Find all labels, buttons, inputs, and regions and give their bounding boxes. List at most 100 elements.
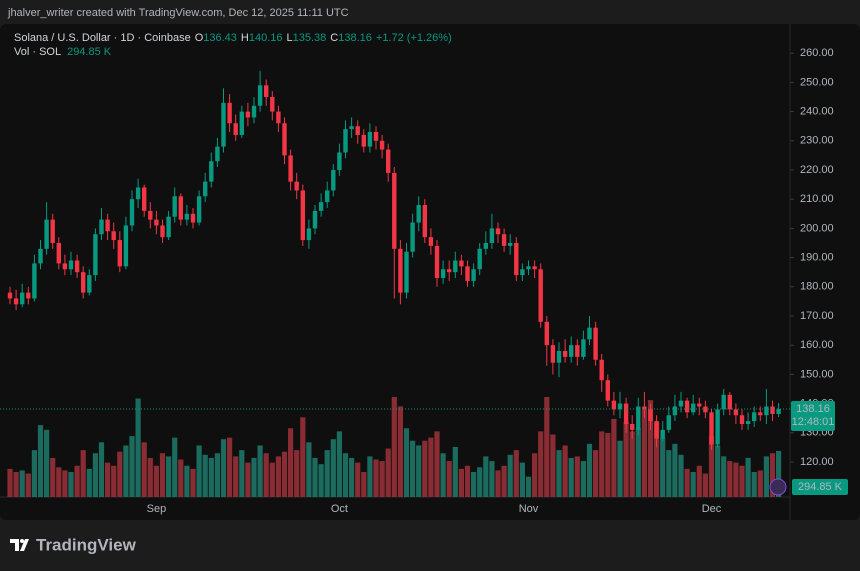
- candle-body: [184, 213, 190, 220]
- volume-bar: [702, 473, 708, 497]
- volume-bar: [312, 457, 318, 497]
- candle-body: [538, 269, 543, 322]
- volume-bar: [147, 457, 153, 497]
- candle-body: [87, 275, 92, 293]
- volume-bar: [519, 462, 525, 497]
- volume-bar: [501, 465, 507, 497]
- volume-bar: [580, 461, 586, 497]
- volume-bar: [550, 434, 556, 497]
- volume-bar: [166, 456, 172, 497]
- volume-bar: [721, 456, 727, 497]
- change-label: +1.72 (+1.26%): [376, 32, 452, 44]
- volume-bar: [80, 450, 86, 497]
- candle-body: [257, 85, 263, 106]
- y-tick-label: 190.00: [800, 251, 834, 263]
- brand-name: TradingView: [36, 535, 137, 554]
- volume-bar: [159, 453, 166, 497]
- candle-body: [660, 429, 665, 439]
- volume-bar: [727, 461, 733, 497]
- candle-body: [733, 409, 739, 416]
- candle-body: [758, 412, 763, 416]
- candle-body: [215, 146, 220, 162]
- candle-body: [745, 421, 751, 425]
- volume-bar: [172, 437, 178, 497]
- volume-bar: [373, 459, 379, 497]
- volume-bar: [202, 454, 208, 497]
- volume-legend: Vol · SOL 294.85 K: [14, 46, 112, 58]
- candle-body: [154, 219, 159, 226]
- candle-body: [642, 406, 647, 410]
- volume-bar: [574, 456, 580, 497]
- candle-body: [471, 269, 476, 281]
- candle-body: [251, 105, 257, 118]
- candle-body: [386, 149, 391, 173]
- volume-icon: [769, 478, 787, 496]
- volume-bar: [31, 450, 37, 497]
- volume-bar: [227, 437, 233, 497]
- candle-body: [99, 219, 104, 235]
- volume-bar: [281, 451, 288, 497]
- volume-bar: [56, 467, 62, 497]
- candle-body: [276, 111, 281, 124]
- candle-body: [404, 251, 409, 293]
- volume-bar: [62, 470, 68, 497]
- volume-bar: [617, 440, 623, 497]
- volume-bar: [477, 467, 483, 497]
- candle-body: [691, 403, 696, 413]
- chart-panel: [0, 24, 860, 520]
- volume-bar: [355, 462, 361, 497]
- candle-body: [355, 126, 360, 135]
- logo-icon: [10, 539, 29, 551]
- candle-body: [148, 210, 153, 220]
- volume-bar: [458, 468, 464, 497]
- candle-body: [422, 205, 427, 238]
- candle-body: [209, 161, 214, 182]
- candle-body: [270, 96, 275, 112]
- candle-body: [672, 406, 678, 416]
- candle-body: [117, 240, 122, 267]
- candle-body: [501, 234, 507, 246]
- candle-body: [142, 187, 147, 211]
- candle-body: [447, 269, 452, 273]
- volume-bar: [13, 472, 19, 497]
- legend-label: L: [287, 32, 293, 44]
- candle-body: [367, 132, 373, 147]
- volume-bar: [294, 450, 300, 497]
- candle-body: [111, 231, 116, 241]
- volume-bar: [208, 457, 214, 497]
- legend-label: O: [195, 32, 204, 44]
- volume-bar: [25, 473, 31, 497]
- volume-badge-label: 294.85 K: [798, 481, 843, 493]
- volume-bar: [654, 422, 660, 497]
- candle-body: [166, 216, 171, 238]
- volume-bar: [629, 431, 635, 497]
- volume-bar: [220, 439, 227, 497]
- volume-bar: [593, 450, 599, 497]
- candle-body: [62, 263, 68, 270]
- volume-bar: [556, 450, 562, 497]
- candle-body: [227, 102, 232, 124]
- y-tick-label: 180.00: [800, 281, 834, 293]
- candle-body: [776, 408, 781, 414]
- volume-bar: [641, 409, 647, 497]
- candle-body: [239, 111, 244, 135]
- y-tick-label: 150.00: [800, 368, 834, 380]
- candle-body: [392, 172, 397, 249]
- price-badge: [791, 400, 835, 431]
- legend: Solana / U.S. Dollar · 1D · Coinbase O136…: [14, 32, 452, 58]
- candle-body: [361, 134, 366, 147]
- volume-bar: [611, 418, 617, 497]
- last-price-label: 138.16: [796, 403, 830, 415]
- x-tick-label: Oct: [331, 503, 348, 515]
- candle-body: [715, 409, 720, 445]
- legend-label: H: [241, 32, 249, 44]
- y-tick-label: 210.00: [800, 193, 834, 205]
- candle-body: [611, 400, 617, 410]
- volume-bar: [599, 431, 605, 497]
- candle-body: [562, 351, 568, 357]
- volume-bar: [525, 476, 532, 497]
- candle-body: [666, 415, 671, 430]
- volume-bar: [300, 417, 306, 497]
- volume-bar: [123, 445, 129, 497]
- volume-bar: [471, 472, 477, 497]
